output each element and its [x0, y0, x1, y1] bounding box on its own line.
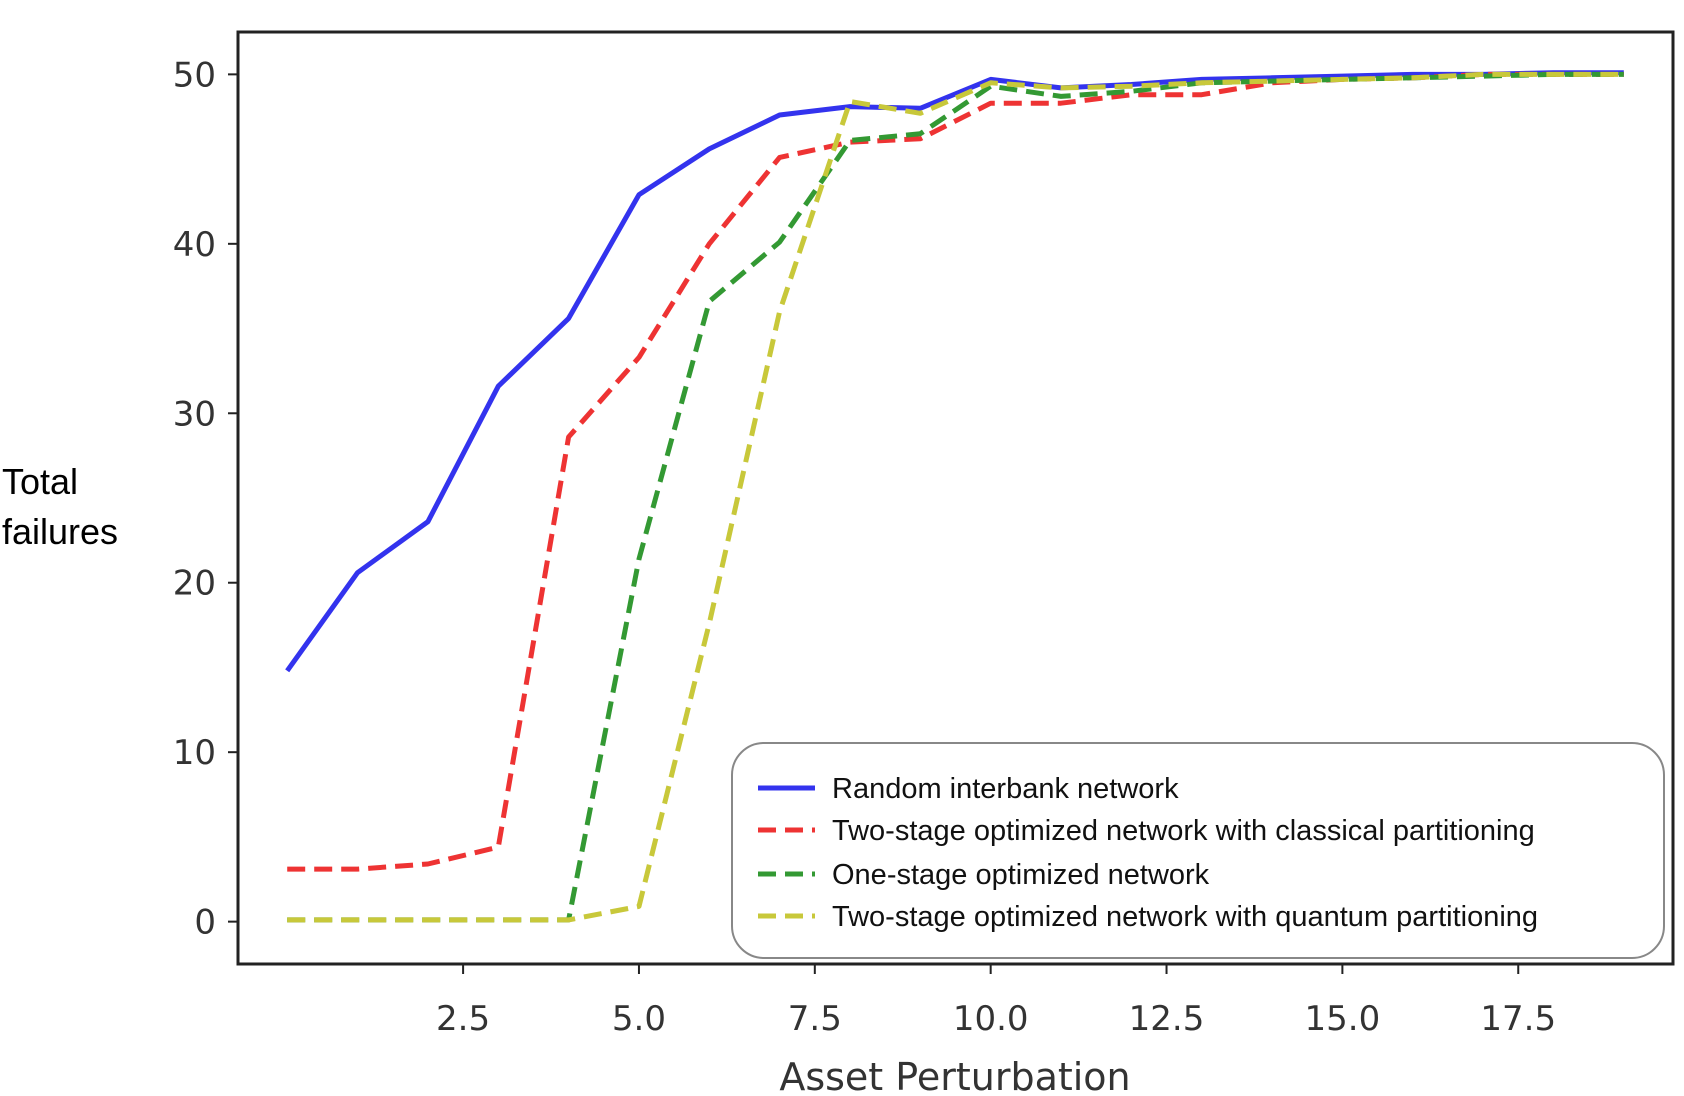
y-tick-label: 40	[173, 225, 216, 265]
legend: Random interbank network Two-stage optimi…	[731, 742, 1665, 959]
series-line-1	[285, 70, 1624, 673]
x-tick-label: 12.5	[1129, 999, 1205, 1039]
y-tick-label: 10	[173, 733, 216, 773]
x-tick-label: 2.5	[436, 999, 490, 1039]
x-tick-label: 17.5	[1480, 999, 1556, 1039]
x-tick-label: 7.5	[788, 999, 842, 1039]
series-layer	[285, 70, 1624, 923]
legend-label-3: One-stage optimized network	[832, 859, 1210, 891]
legend-label-4: Two-stage optimized network with quantum…	[832, 901, 1538, 933]
y-tick-label: 0	[194, 903, 216, 943]
x-tick-label: 10.0	[953, 999, 1029, 1039]
y-axis-label-line-2: failures	[2, 511, 118, 552]
y-axis-label-line-1: Total	[2, 461, 78, 502]
x-axis-label: Asset Perturbation	[779, 1055, 1130, 1096]
legend-items: Random interbank network Two-stage optimi…	[758, 773, 1538, 933]
x-axis-ticks: 2.5 5.0 7.5 10.0 12.5 15.0 17.5	[436, 964, 1556, 1039]
legend-box	[731, 742, 1665, 959]
legend-label-1: Random interbank network	[832, 773, 1179, 805]
y-tick-label: 50	[173, 55, 216, 95]
y-tick-label: 20	[173, 564, 216, 604]
x-tick-label: 5.0	[612, 999, 666, 1039]
x-tick-label: 15.0	[1305, 999, 1381, 1039]
legend-label-2: Two-stage optimized network with classic…	[832, 815, 1535, 847]
series-line-4	[287, 71, 1624, 923]
series-line-2	[287, 71, 1624, 872]
y-tick-label: 30	[173, 394, 216, 434]
plot-frame	[236, 30, 1675, 966]
y-axis-ticks: 0 10 20 30 40 50	[173, 55, 238, 943]
